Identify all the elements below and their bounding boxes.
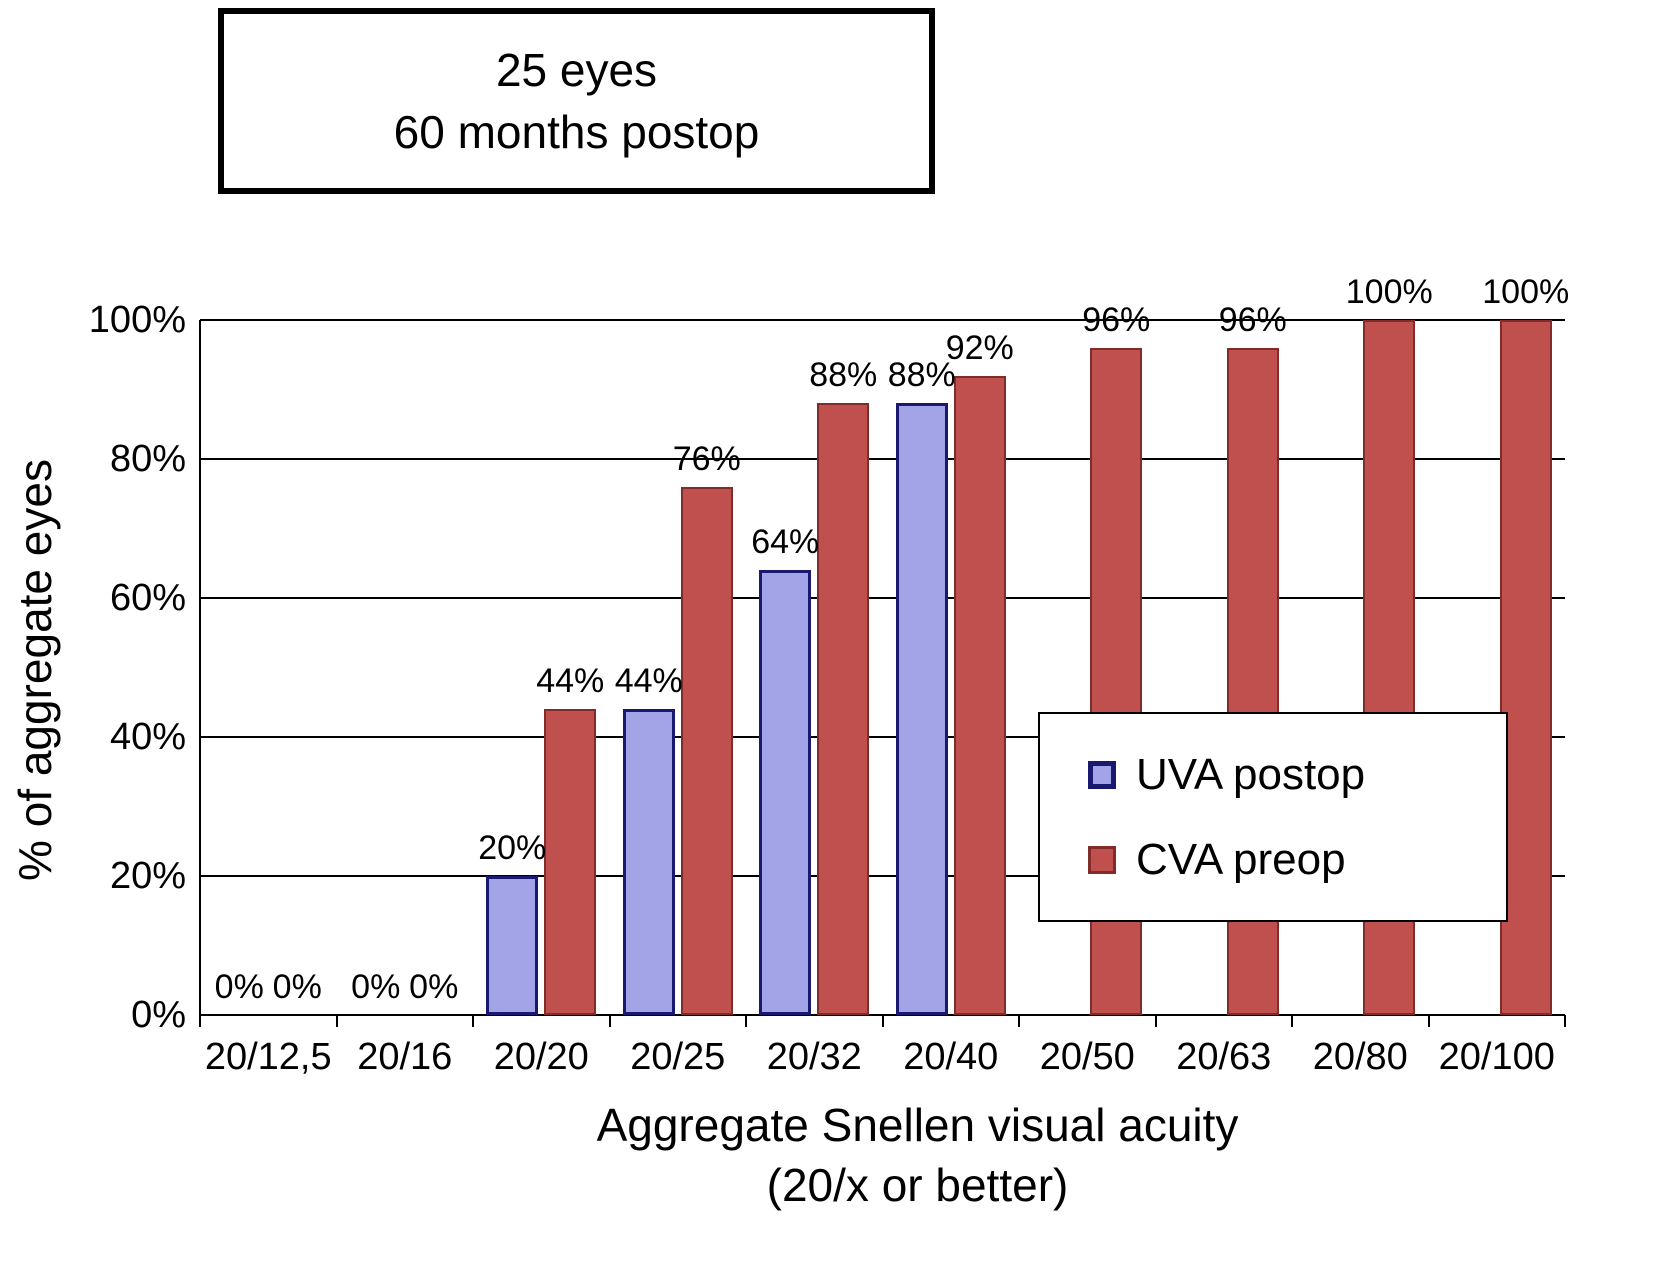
x-tick-mark xyxy=(745,1015,747,1027)
x-tick-label-20/20: 20/20 xyxy=(493,1036,589,1078)
data-label-uva-20/16: 0% xyxy=(351,968,401,1006)
data-label-cva-20/40: 92% xyxy=(945,328,1014,367)
y-axis-line xyxy=(199,320,201,1017)
chart-title-line-1: 25 eyes xyxy=(495,44,658,96)
x-tick-label-20/50: 20/50 xyxy=(1039,1036,1135,1078)
y-tick-label-20%: 20% xyxy=(109,855,186,897)
x-tick-mark xyxy=(335,1015,338,1027)
data-label-cva-20/12,5: 0% xyxy=(272,968,322,1006)
x-axis-title: Aggregate Snellen visual acuity (20/x or… xyxy=(235,1095,1600,1215)
bar-cva-20/25 xyxy=(680,486,733,1015)
uva-postop-legend-marker-icon xyxy=(1088,760,1116,789)
legend: UVA postop CVA preop xyxy=(1038,712,1508,922)
x-tick-label-20/16: 20/16 xyxy=(357,1036,453,1078)
bar-uva-20/20 xyxy=(486,876,539,1015)
gridline-40% xyxy=(200,736,1565,738)
data-label-cva-20/20: 44% xyxy=(536,662,605,701)
data-label-cva-20/63: 96% xyxy=(1218,300,1287,339)
x-tick-mark xyxy=(1291,1015,1293,1027)
bar-cva-20/20 xyxy=(544,709,597,1015)
legend-label-cva-preop: CVA preop xyxy=(1136,834,1346,884)
data-label-uva-20/12,5: 0% xyxy=(214,968,264,1006)
x-axis-title-line-2: (20/x or better) xyxy=(766,1159,1069,1211)
data-label-uva-20/32: 64% xyxy=(751,523,820,562)
legend-entry-cva-preop: CVA preop xyxy=(1088,834,1496,884)
x-tick-label-20/80: 20/80 xyxy=(1312,1036,1408,1078)
data-label-cva-20/80: 100% xyxy=(1345,273,1433,311)
x-tick-label-20/32: 20/32 xyxy=(766,1036,862,1078)
x-tick-label-20/63: 20/63 xyxy=(1176,1036,1272,1078)
bar-cva-20/32 xyxy=(817,403,870,1015)
gridline-60% xyxy=(200,597,1565,599)
x-tick-mark xyxy=(1427,1015,1430,1027)
cva-preop-legend-marker-icon xyxy=(1088,845,1116,874)
data-label-cva-20/100: 100% xyxy=(1482,273,1570,311)
data-label-uva-20/20: 20% xyxy=(478,829,547,867)
bar-cva-20/40 xyxy=(953,375,1006,1015)
bar-uva-20/25 xyxy=(622,709,675,1015)
y-tick-label-60%: 60% xyxy=(109,577,186,619)
data-label-cva-20/50: 96% xyxy=(1082,300,1151,339)
legend-label-uva-postop: UVA postop xyxy=(1136,749,1366,799)
chart-title-box: 25 eyes 60 months postop xyxy=(218,8,935,194)
x-tick-mark xyxy=(199,1015,201,1027)
x-tick-mark xyxy=(608,1015,611,1027)
gridline-100% xyxy=(200,319,1565,321)
chart-title-line-2: 60 months postop xyxy=(393,106,760,158)
data-label-cva-20/25: 76% xyxy=(672,439,741,478)
y-axis-title: % of aggregate eyes xyxy=(9,459,61,881)
x-tick-mark xyxy=(1018,1015,1020,1027)
data-label-cva-20/32: 88% xyxy=(809,356,878,395)
x-tick-label-20/100: 20/100 xyxy=(1438,1036,1555,1078)
gridline-20% xyxy=(200,875,1565,877)
x-tick-mark xyxy=(472,1015,474,1027)
bar-uva-20/40 xyxy=(895,403,948,1015)
x-tick-label-20/40: 20/40 xyxy=(903,1036,999,1078)
y-tick-label-0%: 0% xyxy=(131,994,186,1036)
y-tick-label-80%: 80% xyxy=(109,438,186,480)
data-label-uva-20/40: 88% xyxy=(887,356,956,395)
x-axis-title-line-1: Aggregate Snellen visual acuity xyxy=(596,1099,1239,1151)
x-tick-mark xyxy=(1154,1015,1157,1027)
legend-entry-uva-postop: UVA postop xyxy=(1088,749,1496,799)
x-tick-label-20/12,5: 20/12,5 xyxy=(204,1036,332,1078)
x-tick-mark xyxy=(1564,1015,1566,1027)
data-label-uva-20/25: 44% xyxy=(614,662,683,701)
x-tick-mark xyxy=(881,1015,884,1027)
gridline-80% xyxy=(200,458,1565,460)
bar-cva-20/100 xyxy=(1499,320,1552,1015)
x-tick-label-20/25: 20/25 xyxy=(630,1036,726,1078)
data-label-cva-20/16: 0% xyxy=(409,968,459,1006)
y-tick-label-100%: 100% xyxy=(88,299,186,341)
bar-uva-20/32 xyxy=(759,570,812,1015)
y-tick-label-40%: 40% xyxy=(109,716,186,758)
